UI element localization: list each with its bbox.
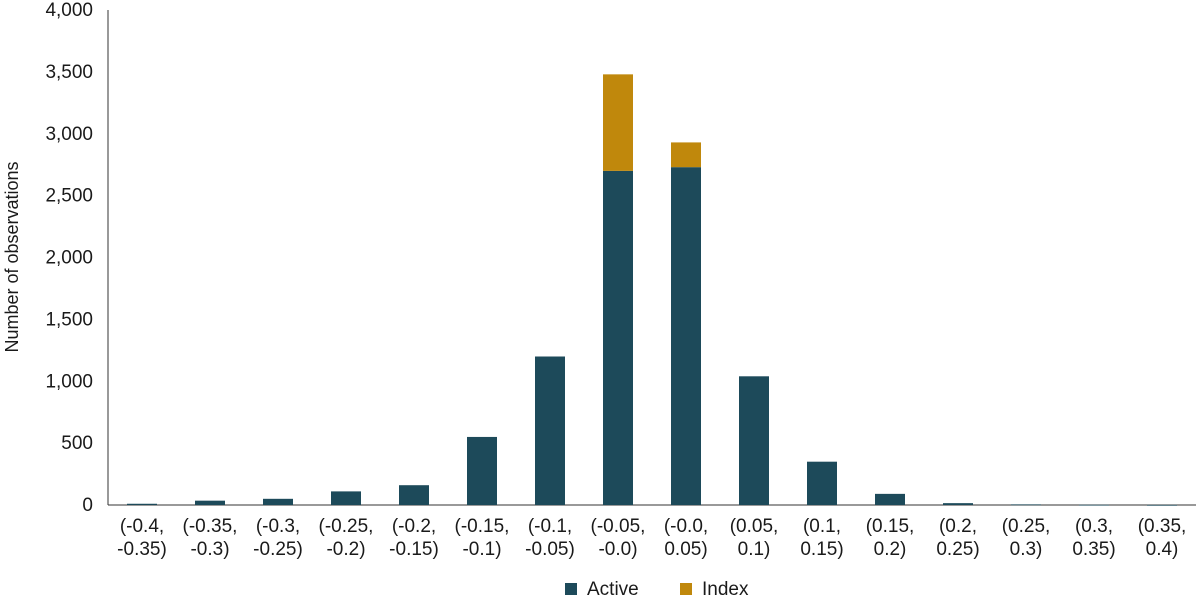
x-tick-label: (-0.05, -0.0) [591, 516, 646, 560]
bar-active-7 [603, 170, 633, 505]
bar-index-7 [603, 74, 633, 171]
bar-active-13 [1011, 504, 1041, 506]
y-tick-label: 3,000 [45, 124, 93, 145]
x-tick-label: (0.35, 0.4) [1138, 516, 1187, 560]
x-tick-label: (0.2, 0.25) [936, 516, 979, 560]
y-tick-label: 1,500 [45, 309, 93, 330]
x-tick-label: (0.3, 0.35) [1072, 516, 1115, 560]
x-tick-label: (-0.2, -0.15) [389, 516, 439, 560]
x-tick-label: (-0.0, 0.05) [664, 516, 708, 560]
y-tick-label: 0 [82, 495, 93, 516]
x-tick-label: (-0.1, -0.05) [525, 516, 575, 560]
bar-active-15 [1147, 504, 1177, 506]
legend-label-active: Active [587, 579, 639, 600]
x-tick-label: (0.25, 0.3) [1002, 516, 1051, 560]
legend-item-active: Active [565, 579, 639, 600]
y-tick-label: 500 [61, 433, 93, 454]
bar-active-2 [263, 498, 293, 505]
bar-index-8 [671, 142, 701, 168]
x-tick-label: (-0.4, -0.35) [117, 516, 167, 560]
y-tick-label: 3,500 [45, 62, 93, 83]
bar-active-8 [671, 167, 701, 505]
x-tick-label: (0.15, 0.2) [866, 516, 915, 560]
bar-active-6 [535, 356, 565, 505]
bar-active-11 [875, 493, 905, 505]
bar-active-9 [739, 376, 769, 505]
bar-active-14 [1079, 504, 1109, 506]
y-axis: 0 500 1,000 1,500 2,000 2,500 3,000 3,500 4,000 [45, 0, 109, 516]
x-tick-label: (0.1, 0.15) [800, 516, 843, 560]
legend-label-index: Index [702, 579, 749, 600]
y-tick-label: 2,000 [45, 248, 93, 269]
x-tick-label: (-0.25, -0.2) [319, 516, 374, 560]
x-tick-label: (0.05, 0.1) [730, 516, 779, 560]
bars [127, 74, 1177, 506]
y-axis-title: Number of observations [2, 161, 22, 352]
x-tick-label: (-0.35, -0.3) [183, 516, 238, 560]
x-tick-label: (-0.3, -0.25) [253, 516, 303, 560]
y-tick-labels: 0 500 1,000 1,500 2,000 2,500 3,000 3,500 4,000 [45, 0, 93, 516]
legend: Active Index [565, 579, 749, 600]
bar-active-4 [399, 485, 429, 505]
x-tick-labels: (-0.4, -0.35) (-0.35, -0.3) (-0.3, -0.25) (-0.… [117, 516, 1186, 560]
bar-active-3 [331, 491, 361, 505]
bar-active-12 [943, 503, 973, 505]
bar-active-1 [195, 500, 225, 505]
legend-swatch-active [565, 583, 577, 595]
legend-swatch-index [680, 583, 692, 595]
y-tick-label: 1,000 [45, 371, 93, 392]
bar-active-10 [807, 461, 837, 505]
legend-item-index: Index [680, 579, 749, 600]
y-tick-label: 4,000 [45, 0, 93, 21]
bar-active-5 [467, 436, 497, 505]
bar-active-0 [127, 503, 157, 505]
y-tick-label: 2,500 [45, 186, 93, 207]
x-tick-label: (-0.15, -0.1) [455, 516, 510, 560]
